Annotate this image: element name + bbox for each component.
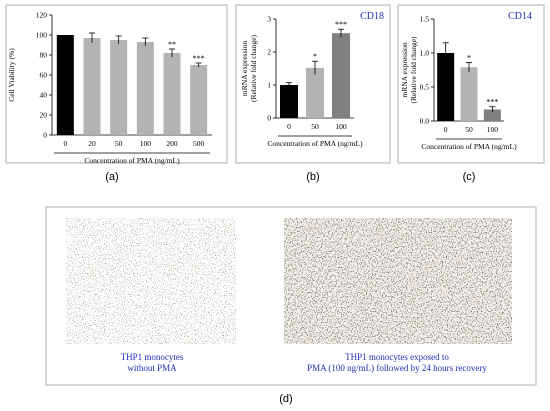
y-tick-label: 2 [267, 48, 271, 57]
x-tick-label: 500 [193, 139, 205, 148]
y-tick-label: 0.5 [420, 83, 430, 92]
caption-with-pma-line2: PMA (100 ng/mL) followed by 24 hours rec… [307, 363, 487, 373]
y-tick-label: 40 [40, 91, 48, 100]
bar-50 [110, 40, 128, 135]
y-axis-label: (Relative fold change) [249, 34, 258, 102]
panel-label-b: (b) [306, 171, 319, 183]
significance-marker: ** [168, 40, 176, 49]
bar-200 [163, 53, 181, 135]
chart-cell-viability: 0 20 40 60 80 100 120 0 20 50 100 ** 200 *** 500 Concen… [7, 11, 212, 165]
significance-marker: * [467, 54, 471, 63]
y-tick-label: 0 [267, 114, 271, 123]
x-tick-label: 0 [287, 122, 291, 131]
y-tick-label: 1.0 [420, 49, 430, 58]
panel-b-frame [235, 4, 391, 164]
bar-100 [483, 109, 501, 121]
y-axis-label: mRNA expression [240, 41, 249, 96]
bar-100 [332, 33, 350, 118]
y-tick-label: 80 [40, 51, 48, 60]
x-tick-label: 20 [88, 139, 96, 148]
caption-with-pma-line1: THP1 monocytes exposed to [345, 352, 449, 362]
panel-c-frame [397, 4, 545, 164]
chart-title: CD18 [360, 11, 384, 22]
y-axis-label: Cell Viability (%) [7, 48, 16, 102]
chart-cd18-expression: 0 1 2 3 0 * 50 *** 100 Concentration of PMA (ng/m… [240, 11, 384, 148]
y-tick-label: 0.0 [420, 117, 430, 126]
significance-marker: *** [486, 98, 498, 107]
chart-title: CD14 [508, 11, 532, 22]
y-tick-label: 100 [36, 31, 48, 40]
panel-a-frame [5, 4, 228, 164]
x-axis-label: Concentration of PMA (ng/mL) [421, 142, 517, 151]
panel-label-d: (d) [279, 393, 292, 405]
y-axis-label: mRNA expression [400, 42, 409, 97]
y-tick-label: 1.5 [420, 15, 430, 24]
y-tick-label: 60 [40, 71, 48, 80]
significance-marker: *** [193, 54, 205, 63]
x-axis-label: Concentration of PMA (ng/mL) [84, 156, 180, 165]
y-tick-label: 3 [267, 15, 271, 24]
chart-cd14-expression: 0.0 0.5 1.0 1.5 0 * 50 *** 100 Concentration of P… [400, 11, 532, 151]
bar-0 [56, 35, 74, 135]
panel-d-frame [45, 206, 537, 386]
x-tick-label: 50 [465, 125, 473, 134]
bar-500 [190, 65, 208, 135]
x-tick-label: 100 [335, 122, 347, 131]
micrograph-with-pma [284, 218, 512, 344]
x-tick-label: 0 [63, 139, 67, 148]
significance-marker: * [313, 52, 317, 61]
x-tick-label: 200 [166, 139, 178, 148]
bar-0 [280, 85, 298, 118]
x-tick-label: 100 [140, 139, 152, 148]
x-axis-label: Concentration of PMA (ng/mL) [267, 139, 363, 148]
x-tick-label: 50 [115, 139, 123, 148]
bar-50 [306, 67, 324, 118]
x-tick-label: 50 [311, 122, 319, 131]
bar-50 [460, 67, 478, 121]
panel-label-c: (c) [463, 171, 476, 183]
bar-100 [136, 42, 154, 135]
significance-marker: *** [335, 20, 347, 29]
x-tick-label: 0 [444, 125, 448, 134]
y-axis-label: (Relative fold change) [409, 36, 418, 104]
y-tick-label: 1 [267, 81, 271, 90]
micrograph-without-pma [66, 218, 236, 344]
bar-20 [83, 38, 101, 135]
x-tick-label: 100 [487, 125, 499, 134]
y-tick-label: 120 [36, 11, 48, 20]
y-tick-label: 0 [43, 131, 47, 140]
caption-without-pma-line1: THP1 monocytes [121, 352, 184, 362]
y-tick-label: 20 [40, 111, 48, 120]
bar-0 [437, 53, 455, 121]
panel-label-a: (a) [105, 171, 118, 183]
caption-without-pma-line2: without PMA [127, 363, 177, 373]
